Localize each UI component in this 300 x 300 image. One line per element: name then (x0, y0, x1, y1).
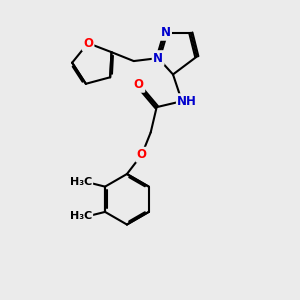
Text: NH: NH (177, 95, 197, 108)
Text: N: N (160, 26, 171, 39)
Text: O: O (134, 78, 144, 91)
Text: O: O (83, 37, 93, 50)
Text: N: N (153, 52, 163, 64)
Text: O: O (137, 148, 147, 161)
Text: H₃C: H₃C (70, 212, 92, 221)
Text: H₃C: H₃C (70, 177, 92, 187)
